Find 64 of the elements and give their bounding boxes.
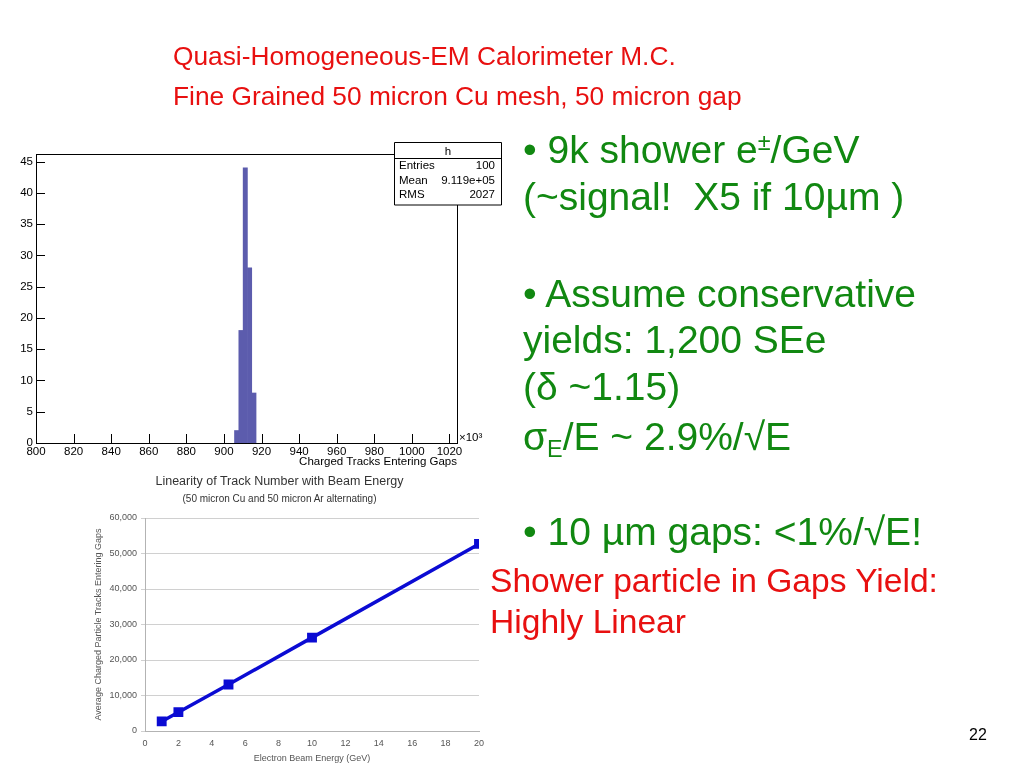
- y-tick-label: 20: [20, 311, 33, 324]
- text: • 10 µm gaps: <1%/√E!: [523, 510, 922, 553]
- text: Highly Linear: [490, 603, 686, 640]
- x-tick-label: 14: [373, 737, 384, 748]
- text: (~signal! X5 if 10µm ): [523, 175, 905, 218]
- annotation: Mean 9.119e+05: [399, 173, 495, 186]
- x-tick-label: 820: [64, 445, 84, 458]
- text: 22: [969, 726, 987, 743]
- y-tick-label: 5: [26, 404, 33, 417]
- y-tick-label: 40: [20, 185, 33, 198]
- text: Shower particle in Gaps Yield:: [490, 562, 938, 599]
- x-tick-label: 10: [306, 737, 318, 748]
- y-axis-title: Average Charged Particle Tracks Entering Gaps: [92, 528, 103, 721]
- point: [307, 632, 317, 643]
- y-tick-label: 20,000: [109, 654, 137, 665]
- y-tick-label: 30,000: [109, 618, 137, 629]
- x-tick-label: 0: [142, 737, 148, 748]
- x-axis-title: Charged Tracks Entering Gaps: [299, 455, 458, 468]
- x-tick-label: 920: [251, 445, 272, 458]
- y-tick-label: 0: [131, 725, 137, 736]
- x-tick-label: 980: [364, 445, 384, 458]
- text: Entries 100: [399, 159, 495, 171]
- x-tick-label: 960: [327, 445, 347, 458]
- text: • 9k shower e$^{±}$/GeV: [523, 128, 860, 171]
- text: • Assume conservative: [523, 272, 916, 315]
- x-tick-label: 8: [276, 737, 282, 748]
- x-tick-label: 1020: [436, 445, 463, 458]
- x-axis-title: Electron Beam Energy (GeV): [253, 753, 371, 764]
- y-tick-label: 45: [20, 154, 33, 167]
- text: Quasi-Homogeneous-EM Calorimeter M.C.: [173, 41, 676, 71]
- y-tick-label: 40,000: [109, 583, 137, 594]
- x-tick-label: 900: [214, 445, 234, 458]
- chart-subtitle: (50 micron Cu and 50 micron Ar alternating): [182, 492, 377, 504]
- x-tick-label: 4: [209, 737, 215, 748]
- x-tick-label: 880: [176, 445, 196, 458]
- y-tick-label: 25: [20, 279, 33, 292]
- x-tick-label: 1000: [399, 445, 425, 458]
- text: Fine Grained 50 micron Cu mesh, 50 micron gap: [173, 81, 742, 111]
- text: ×10³: [459, 431, 483, 444]
- x-tick-label: 860: [139, 445, 159, 458]
- annotation: h: [444, 144, 452, 157]
- text: (δ ~1.15): [523, 365, 681, 408]
- text: yields: 1,200 SEe: [523, 318, 827, 361]
- x-tick-label: 20: [473, 737, 485, 748]
- x-tick-label: 12: [340, 737, 351, 748]
- point: [173, 707, 184, 718]
- y-tick-label: 10,000: [109, 689, 137, 700]
- x-tick-label: 940: [289, 445, 309, 458]
- chart-title: Linearity of Track Number with Beam Energy: [155, 473, 405, 488]
- y-tick-label: 30: [20, 248, 33, 261]
- y-tick-label: 60,000: [109, 512, 137, 523]
- x-tick-label: 16: [407, 737, 418, 748]
- x-tick-label: 6: [242, 737, 248, 748]
- x-tick-label: 840: [101, 445, 121, 458]
- y-tick-label: 15: [20, 342, 33, 355]
- text: RMS 2027: [399, 188, 495, 200]
- y-tick-label: 35: [20, 217, 33, 230]
- y-tick-label: 10: [20, 373, 33, 386]
- point: [223, 679, 234, 690]
- text: σ$_{E}$/E ~ 2.9%/√E: [523, 415, 792, 463]
- point: [156, 716, 167, 727]
- y-tick-label: 50,000: [109, 547, 137, 558]
- x-tick-label: 18: [440, 737, 451, 748]
- x-tick-label: 2: [175, 737, 181, 748]
